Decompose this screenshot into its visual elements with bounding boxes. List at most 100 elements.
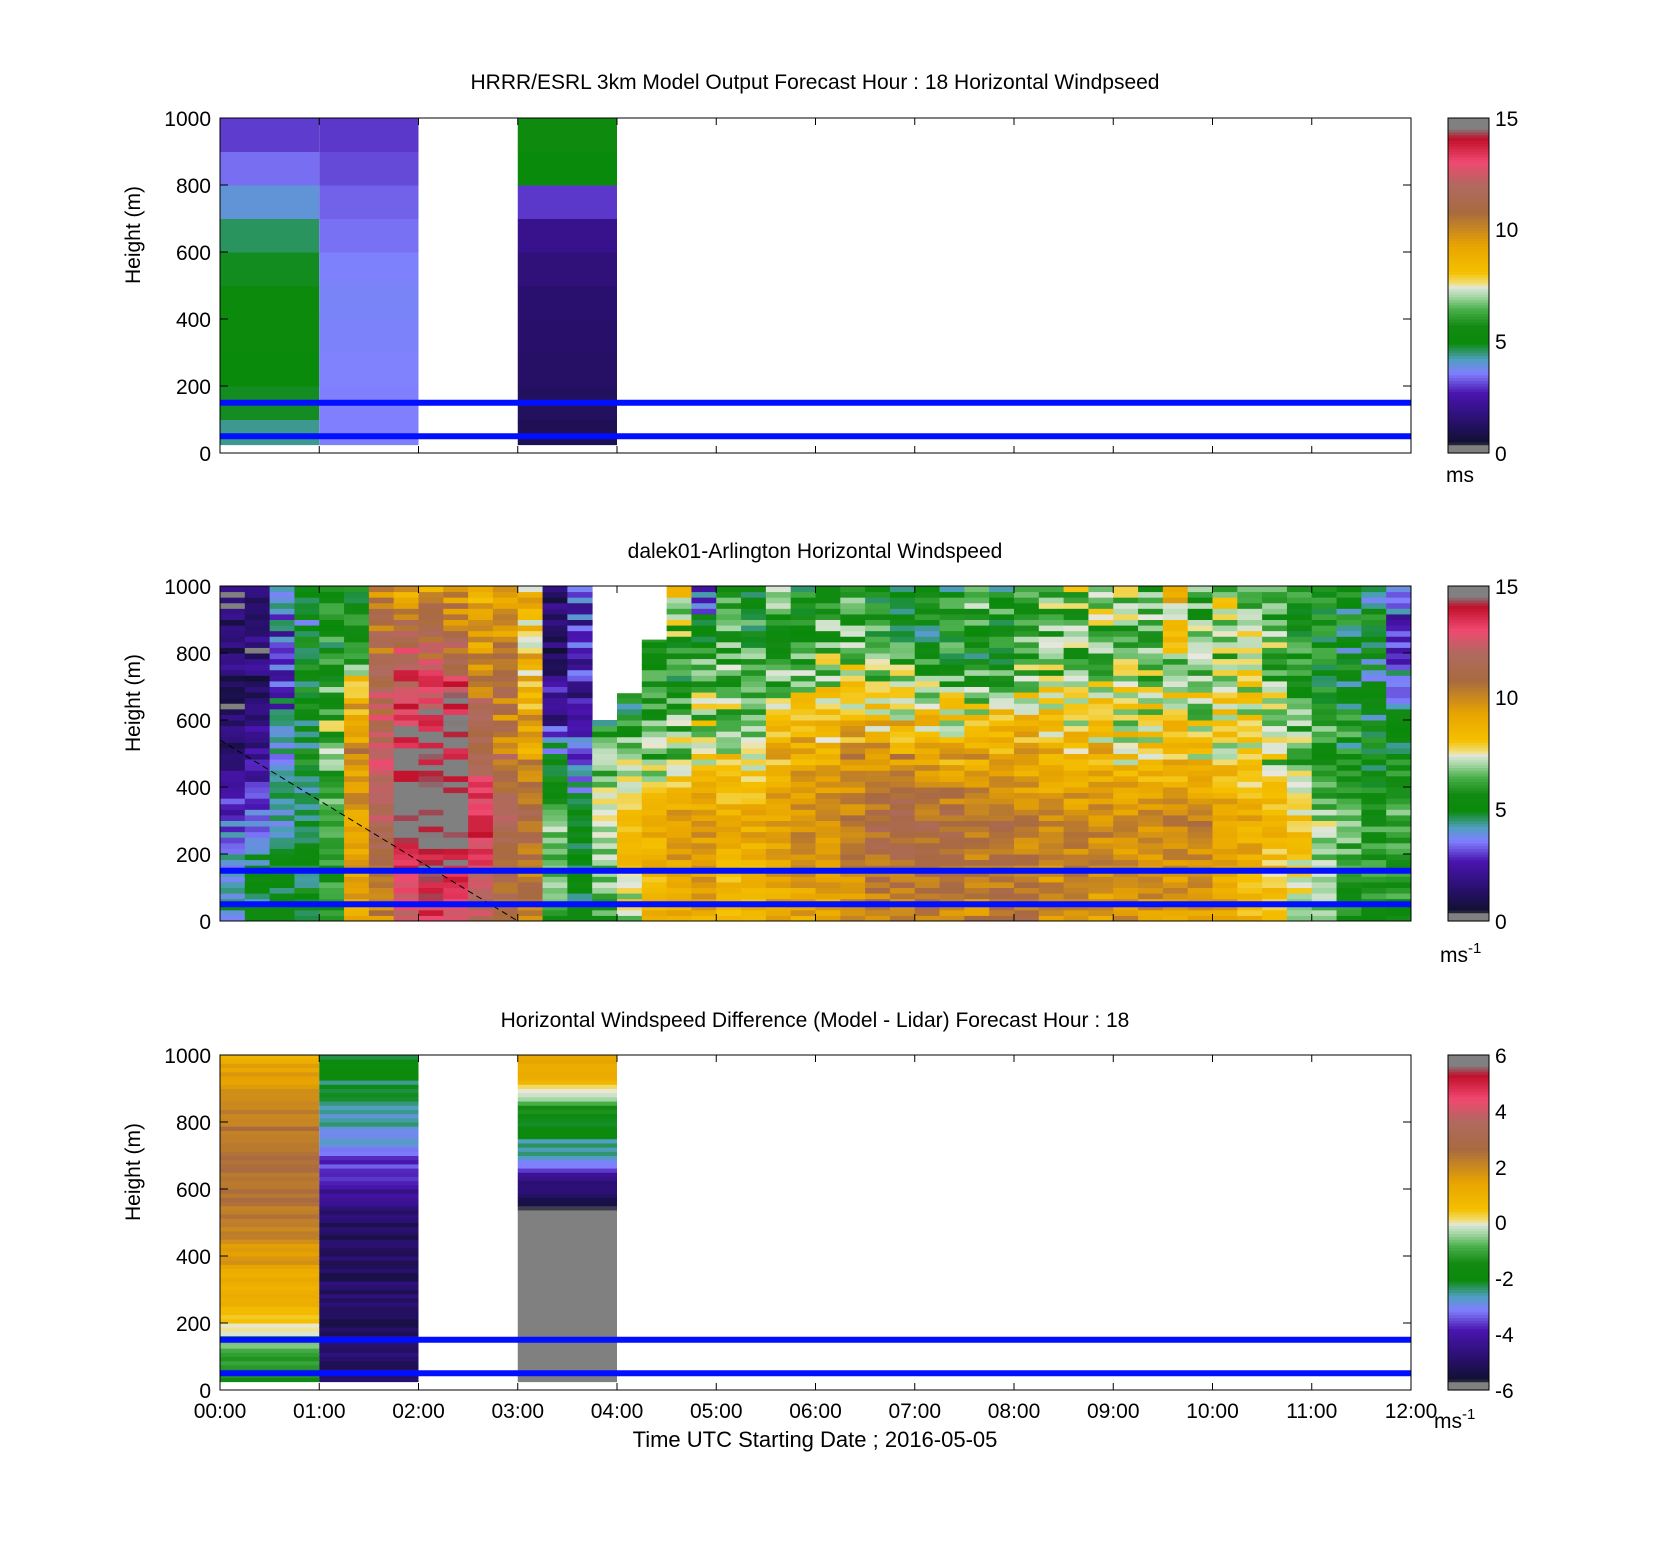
y-ticks [220, 585, 1411, 922]
heatmap-cell [865, 764, 891, 771]
heatmap-cell [1088, 591, 1114, 598]
heatmap-cell [641, 809, 668, 816]
heatmap-cell [641, 859, 668, 866]
heatmap-cell [964, 703, 990, 710]
heatmap-cell [964, 664, 990, 671]
heatmap-cell [269, 658, 295, 665]
heatmap-cell [492, 870, 519, 877]
heatmap-cell [840, 759, 866, 766]
heatmap-cell [741, 887, 767, 894]
colorbar-segment [1448, 1135, 1489, 1140]
heatmap-cell [939, 597, 965, 604]
heatmap-cell [790, 826, 816, 833]
heatmap-cell [1063, 647, 1089, 654]
heatmap-cell [294, 647, 320, 654]
heatmap-cell [567, 714, 593, 721]
heatmap-cell [1361, 708, 1387, 715]
heatmap-cell [517, 319, 617, 353]
heatmap-cell [1187, 876, 1213, 883]
heatmap-cell [641, 664, 668, 671]
heatmap-cell [889, 909, 916, 916]
heatmap-cell [1113, 876, 1139, 883]
heatmap-cell [815, 680, 841, 687]
heatmap-cell [1014, 787, 1040, 794]
heatmap-cell [443, 720, 469, 727]
heatmap-cell [220, 613, 246, 620]
colorbar-segment [1448, 1110, 1489, 1115]
heatmap-cell [244, 619, 271, 626]
heatmap-cell [1311, 669, 1337, 676]
heatmap-cell [269, 876, 295, 883]
colorbar-segment [1448, 123, 1489, 127]
heatmap-cell [344, 692, 370, 699]
heatmap-cell [1212, 759, 1238, 766]
heatmap-cell [815, 915, 841, 922]
heatmap-cell [1336, 731, 1362, 738]
heatmap-cell [691, 848, 717, 855]
heatmap-cell [517, 653, 543, 660]
heatmap-cell [1286, 619, 1313, 626]
heatmap-cell [964, 747, 990, 754]
heatmap-cell [244, 720, 271, 727]
heatmap-cell [1113, 714, 1139, 721]
heatmap-cell [319, 647, 345, 654]
heatmap-cell [741, 630, 767, 637]
colorbar-tick-label: 15 [1495, 576, 1518, 599]
heatmap-cell [1038, 781, 1065, 788]
heatmap-cell [1361, 831, 1387, 838]
heatmap-cell [765, 680, 792, 687]
heatmap-cell [1113, 686, 1139, 693]
heatmap-cell [517, 881, 543, 888]
heatmap-cell [294, 680, 320, 687]
heatmap-cell [567, 770, 593, 777]
heatmap-cell [1088, 881, 1114, 888]
heatmap-cell [244, 647, 271, 654]
x-tick-label: 05:00 [690, 1400, 743, 1423]
heatmap-cell [492, 837, 519, 844]
heatmap-cell [1014, 697, 1040, 704]
heatmap-cell [1113, 608, 1139, 615]
heatmap-cell [765, 753, 792, 760]
heatmap-cell [939, 653, 965, 660]
colorbar-segment [1448, 784, 1489, 788]
heatmap-cell [244, 664, 271, 671]
heatmap-cell [319, 319, 419, 353]
colorbar-segment [1448, 800, 1489, 805]
heatmap-cell [865, 597, 891, 604]
heatmap-cell [1361, 591, 1387, 598]
heatmap-cell [1038, 602, 1065, 609]
heatmap-cell [1361, 630, 1387, 637]
heatmap-cell [1311, 731, 1337, 738]
heatmap-cell [1038, 725, 1065, 732]
heatmap-cell [1262, 675, 1288, 682]
heatmap-cell [1386, 814, 1412, 821]
heatmap-cell [1162, 742, 1189, 749]
heatmap-cell [1386, 775, 1412, 782]
heatmap-cell [741, 826, 767, 833]
heatmap-cell [244, 759, 271, 766]
heatmap-cell [567, 781, 593, 788]
heatmap-cell [790, 814, 816, 821]
heatmap-cell [517, 1113, 617, 1119]
heatmap-cell [542, 837, 568, 844]
heatmap-cell [244, 842, 271, 849]
heatmap-cell [319, 608, 345, 615]
heatmap-cell [418, 893, 444, 900]
heatmap-cell [840, 697, 866, 704]
colorbar-segment [1448, 193, 1489, 197]
heatmap-cell [1162, 747, 1189, 754]
heatmap-cell [269, 764, 295, 771]
heatmap-cell [418, 680, 444, 687]
heatmap-cell [765, 775, 792, 782]
heatmap-cell [716, 787, 742, 794]
heatmap-cell [1361, 586, 1387, 593]
heatmap-cell [1262, 647, 1288, 654]
heatmap-cell [964, 636, 990, 643]
heatmap-cell [790, 854, 816, 861]
heatmap-cell [517, 826, 543, 833]
heatmap-cell [220, 1142, 320, 1148]
heatmap-cell [220, 1063, 320, 1069]
heatmap-cell [319, 1138, 419, 1144]
colorbar-segment [1448, 399, 1489, 404]
heatmap-cell [790, 881, 816, 888]
